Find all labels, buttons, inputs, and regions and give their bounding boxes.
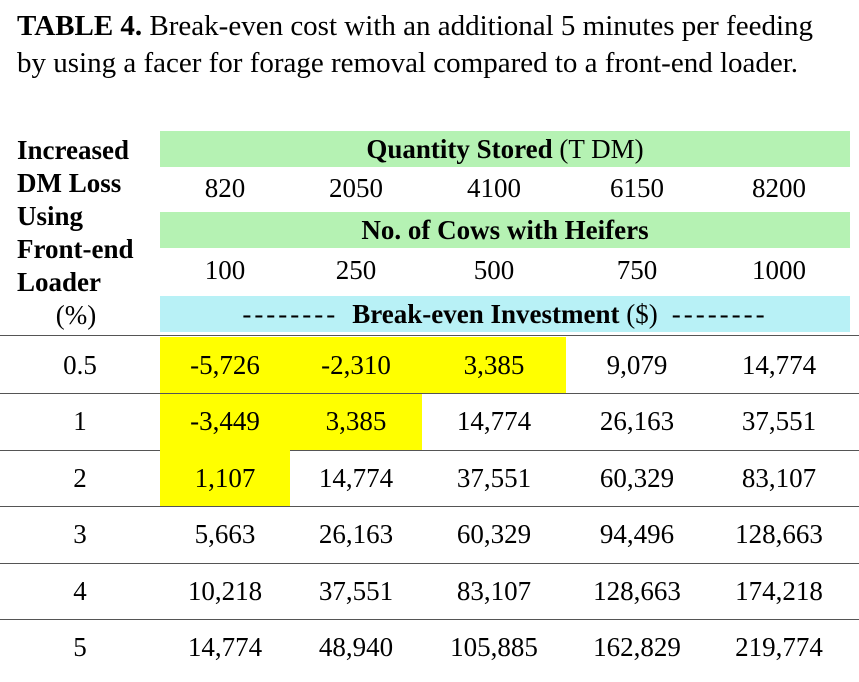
stub-line-2: DM Loss xyxy=(17,168,122,198)
dm-loss-cell: 1 xyxy=(73,406,87,436)
dm-loss-cell: 3 xyxy=(73,519,87,549)
left-dashes: -------- xyxy=(242,298,339,329)
table-caption: TABLE 4. Break-even cost with an additio… xyxy=(17,8,847,82)
row-divider xyxy=(0,562,859,564)
stub-unit: (%) xyxy=(55,300,97,330)
quantity-stored-label: Quantity Stored xyxy=(366,133,553,164)
cows-cell: 100 xyxy=(204,254,246,285)
investment-cell: -5,726 xyxy=(160,337,290,393)
table-row: 5 14,774 48,940 105,885 162,829 219,774 xyxy=(0,620,859,676)
row-divider xyxy=(0,506,859,507)
investment-cell: 60,329 xyxy=(599,462,675,493)
dm-loss-cell: 5 xyxy=(73,632,87,662)
investment-cell: 3,385 xyxy=(422,337,566,393)
investment-unit: ($) xyxy=(626,298,658,329)
dm-loss-cell: 4 xyxy=(73,575,87,606)
quantity-cell: 6150 xyxy=(610,172,664,203)
caption-text: Break-even cost with an additional 5 min… xyxy=(17,10,813,79)
row-divider xyxy=(0,449,859,451)
investment-cell: 37,551 xyxy=(318,575,394,606)
row-divider xyxy=(0,619,859,620)
investment-cell: 83,107 xyxy=(741,462,817,493)
investment-cell: 105,885 xyxy=(450,632,538,662)
stub-line-5: Loader xyxy=(17,267,101,297)
investment-cell: 162,829 xyxy=(593,632,681,662)
investment-cell: 83,107 xyxy=(456,575,532,606)
investment-cell: 14,774 xyxy=(741,349,817,380)
investment-cell: -3,449 xyxy=(160,393,290,450)
investment-cell: 3,385 xyxy=(290,393,422,450)
investment-cell: 26,163 xyxy=(599,406,675,436)
cows-cell: 500 xyxy=(473,254,515,285)
investment-cell: 37,551 xyxy=(741,406,817,436)
quantity-cell: 820 xyxy=(204,172,246,203)
stub-line-1: Increased xyxy=(17,135,129,165)
cows-cell: 1000 xyxy=(752,254,806,285)
cows-band: No. of Cows with Heifers xyxy=(160,212,850,248)
quantity-cell: 4100 xyxy=(467,172,521,203)
investment-cell: 128,663 xyxy=(735,519,823,549)
investment-cell: 94,496 xyxy=(599,519,675,549)
investment-cell: -2,310 xyxy=(290,337,422,393)
cows-row: 100 250 500 750 1000 xyxy=(160,249,850,291)
cows-cell: 250 xyxy=(335,254,377,285)
row-header-title: Increased DM Loss Using Front-end Loader… xyxy=(17,134,157,332)
stub-line-4: Front-end xyxy=(17,234,134,264)
quantity-cell: 2050 xyxy=(329,172,383,203)
quantity-stored-unit: (T DM) xyxy=(559,133,644,164)
table-row: 0.5 -5,726 -2,310 3,385 9,079 14,774 xyxy=(0,337,859,393)
cows-cell: 750 xyxy=(616,254,658,285)
quantity-stored-band: Quantity Stored (T DM) xyxy=(160,131,850,167)
investment-cell: 14,774 xyxy=(187,632,263,662)
investment-cell: 174,218 xyxy=(735,575,823,606)
investment-label: Break-even Investment xyxy=(352,298,620,329)
investment-cell: 1,107 xyxy=(160,450,290,506)
investment-cell: 37,551 xyxy=(456,462,532,493)
investment-cell: 60,329 xyxy=(456,519,532,549)
investment-cell: 26,163 xyxy=(318,519,394,549)
table-row: 1 -3,449 3,385 14,774 26,163 37,551 xyxy=(0,393,859,450)
investment-cell: 14,774 xyxy=(318,462,394,493)
table-row: 3 5,663 26,163 60,329 94,496 128,663 xyxy=(0,507,859,563)
investment-band: -------- Break-even Investment ($) -----… xyxy=(160,296,850,332)
table-row: 4 10,218 37,551 83,107 128,663 174,218 xyxy=(0,563,859,619)
quantity-cell: 8200 xyxy=(752,172,806,203)
investment-cell: 9,079 xyxy=(606,349,668,380)
quantity-row: 820 2050 4100 6150 8200 xyxy=(160,167,850,209)
investment-cell: 48,940 xyxy=(318,632,394,662)
investment-cell: 14,774 xyxy=(456,406,532,436)
dm-loss-cell: 2 xyxy=(73,462,87,493)
investment-cell: 10,218 xyxy=(187,575,263,606)
table-row: 2 1,107 14,774 37,551 60,329 83,107 xyxy=(0,450,859,506)
table-label: TABLE 4. xyxy=(17,10,143,42)
row-divider xyxy=(0,393,859,394)
investment-cell: 219,774 xyxy=(735,632,823,662)
investment-cell: 128,663 xyxy=(593,575,681,606)
right-dashes: -------- xyxy=(671,298,768,329)
investment-cell: 5,663 xyxy=(194,519,256,549)
stub-line-3: Using xyxy=(17,201,84,231)
cows-label: No. of Cows with Heifers xyxy=(361,214,649,245)
header-divider xyxy=(0,335,859,336)
dm-loss-cell: 0.5 xyxy=(63,349,97,380)
